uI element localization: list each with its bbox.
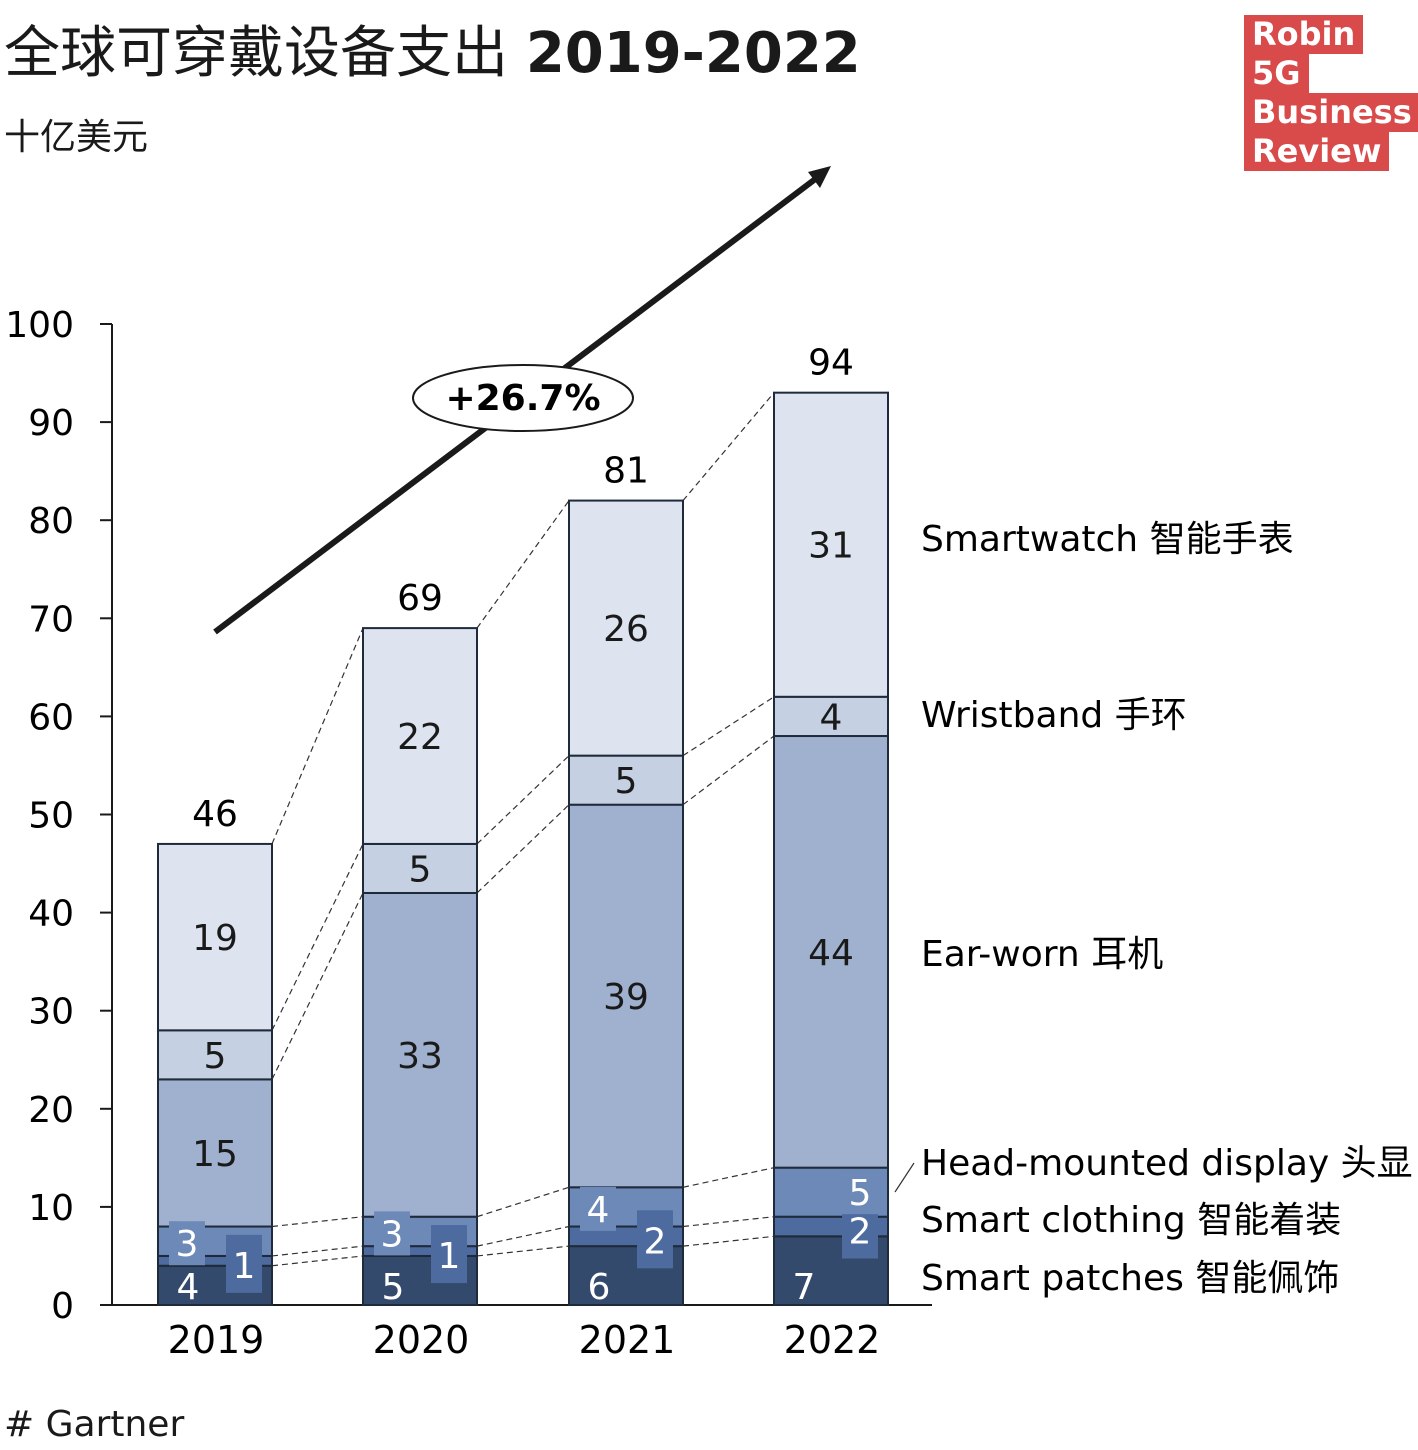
connector-line [682, 392, 775, 501]
connector-line [271, 627, 364, 845]
segment-label: 5 [615, 761, 638, 802]
segment-label: 1 [438, 1236, 461, 1277]
connector-line [476, 1245, 570, 1257]
connector-line [271, 1245, 364, 1257]
legend-leader-line [894, 1162, 915, 1193]
segment-label: 5 [382, 1267, 405, 1308]
label-box [431, 1225, 467, 1284]
segment-label: 4 [587, 1190, 610, 1231]
label-box [169, 1221, 205, 1266]
y-tick-label: 100 [5, 305, 74, 346]
y-tick-label: 0 [51, 1286, 74, 1327]
connector-line [271, 1255, 364, 1267]
legend-label-hmd: Head-mounted display 头显 [921, 1143, 1413, 1184]
connector-line [271, 1216, 364, 1228]
label-box [580, 1186, 616, 1231]
source-note: # Gartner [4, 1404, 185, 1445]
connector-line [476, 804, 570, 894]
segment-label: 3 [176, 1224, 199, 1265]
legend-label-patches: Smart patches 智能佩饰 [921, 1258, 1339, 1299]
x-tick-label: 2021 [579, 1318, 676, 1362]
segment-label: 5 [409, 849, 432, 890]
y-tick-label: 90 [28, 403, 74, 444]
y-tick-label: 70 [28, 599, 74, 640]
segment-label: 33 [397, 1036, 443, 1077]
legend-label-ear_worn: Ear-worn 耳机 [921, 934, 1163, 975]
x-tick-label: 2019 [168, 1318, 265, 1362]
segment-label: 4 [177, 1267, 200, 1308]
connector-line [476, 500, 570, 629]
segment-label: 7 [793, 1267, 816, 1308]
connector-line [476, 1225, 570, 1247]
bar-segment-smartwatch [773, 391, 889, 698]
segment-label: 39 [603, 977, 649, 1018]
legend-label-wristband: Wristband 手环 [921, 695, 1187, 736]
segment-label: 2 [644, 1221, 667, 1262]
segment-label: 1 [233, 1246, 256, 1287]
connector-line [682, 735, 775, 806]
chart-title: 全球可穿戴设备支出 2019-2022 [4, 8, 861, 89]
total-label: 69 [397, 578, 443, 619]
y-tick-label: 50 [28, 796, 74, 837]
logo-line: Review [1244, 132, 1390, 171]
bar-segment-wristband [568, 754, 684, 806]
legend-label-clothing: Smart clothing 智能着装 [921, 1200, 1341, 1241]
chart-subtitle: 十亿美元 [4, 117, 149, 158]
annotation-ellipse [412, 364, 634, 432]
label-box [637, 1210, 673, 1269]
segment-label: 19 [192, 918, 238, 959]
bar-segment-wristband [362, 842, 478, 894]
connector-line [271, 843, 364, 1031]
connector-line [682, 1216, 775, 1228]
label-box [842, 1170, 878, 1215]
connector-line [271, 892, 364, 1080]
connector-line [682, 1235, 775, 1247]
segment-label: 15 [192, 1134, 238, 1175]
arrow-head-icon [808, 166, 831, 188]
segment-label: 4 [820, 697, 843, 738]
segment-label: 2 [849, 1212, 872, 1253]
segment-label: 26 [603, 609, 649, 650]
connector-line [682, 1167, 775, 1188]
bar-segment-wristband [157, 1029, 273, 1081]
label-box [374, 1211, 410, 1256]
bar-segment-smartwatch [157, 842, 273, 1032]
title-main: 全球可穿戴设备支出 [4, 21, 508, 86]
legend-label-smartwatch: Smartwatch 智能手表 [921, 519, 1294, 560]
bar-segment-ear_worn [362, 891, 478, 1218]
bar-segment-ear_worn [773, 735, 889, 1169]
segment-label: 44 [808, 933, 854, 974]
y-tick-label: 80 [28, 501, 74, 542]
logo-line: 5G [1244, 54, 1309, 93]
y-tick-label: 10 [28, 1188, 74, 1229]
bar-segment-ear_worn [157, 1078, 273, 1228]
segment-label: 5 [204, 1036, 227, 1077]
title-years: 2019-2022 [525, 21, 861, 86]
y-tick-label: 60 [28, 697, 74, 738]
total-label: 46 [192, 794, 238, 835]
total-label: 81 [603, 451, 649, 492]
connector-line [476, 1186, 570, 1218]
x-tick-label: 2020 [373, 1318, 470, 1362]
total-label: 94 [808, 343, 854, 384]
connector-line [476, 755, 570, 845]
segment-label: 5 [849, 1173, 872, 1214]
bar-segment-smartwatch [568, 499, 684, 757]
label-box [226, 1234, 262, 1293]
logo: Robin 5G Business Review [1244, 15, 1418, 171]
segment-label: 22 [397, 717, 443, 758]
segment-label: 6 [588, 1267, 611, 1308]
y-tick-label: 30 [28, 992, 74, 1033]
growth-annotation: +26.7% [445, 378, 600, 419]
y-tick-label: 20 [28, 1090, 74, 1131]
segment-label: 31 [808, 526, 854, 567]
logo-line: Business [1244, 93, 1418, 132]
segment-label: 3 [381, 1214, 404, 1255]
logo-line: Robin [1244, 15, 1364, 54]
x-tick-label: 2022 [784, 1318, 881, 1362]
bar-segment-smartwatch [362, 627, 478, 845]
connector-line [682, 696, 775, 757]
y-tick-label: 40 [28, 894, 74, 935]
